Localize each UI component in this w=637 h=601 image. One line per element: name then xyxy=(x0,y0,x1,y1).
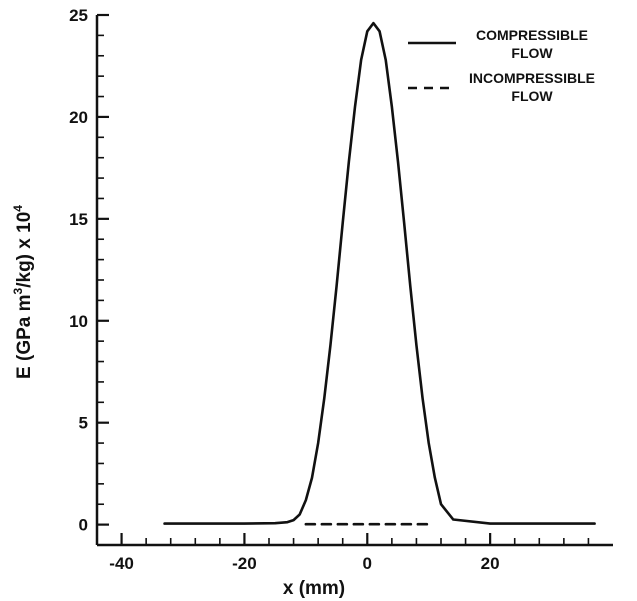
x-tick-label: -20 xyxy=(232,554,257,573)
y-axis-title-superscript-1: 3 xyxy=(11,287,25,294)
x-tick-labels: -40 -20 0 20 xyxy=(109,554,499,573)
legend-label-compressible-line1: COMPRESSIBLE xyxy=(476,27,588,43)
x-tick-label: -40 xyxy=(109,554,134,573)
y-tick-label: 0 xyxy=(79,516,88,535)
legend-label-compressible-line2: FLOW xyxy=(511,45,553,61)
legend: COMPRESSIBLE FLOW INCOMPRESSIBLE FLOW xyxy=(408,27,595,104)
y-tick-labels: 0 5 10 15 20 25 xyxy=(69,6,88,535)
y-tick-label: 15 xyxy=(69,210,88,229)
y-tick-label: 25 xyxy=(69,6,88,25)
legend-label-incompressible-line2: FLOW xyxy=(511,88,553,104)
x-axis-title: x (mm) xyxy=(283,578,345,599)
y-tick-label: 10 xyxy=(69,312,88,331)
y-axis-title-part-2: /kg) x 10 xyxy=(14,212,35,288)
series-layer xyxy=(163,21,596,526)
x-tick-label: 0 xyxy=(363,554,372,573)
y-axis-title: E (GPa m3/kg) x 104 xyxy=(11,205,35,379)
y-tick-label: 5 xyxy=(79,414,88,433)
series-line-compressible xyxy=(163,21,596,525)
minor-ticks xyxy=(96,13,590,546)
y-axis-title-part-1: E (GPa m xyxy=(14,294,35,378)
y-tick-label: 20 xyxy=(69,108,88,127)
y-axis-title-superscript-2: 4 xyxy=(11,205,25,212)
x-tick-label: 20 xyxy=(481,554,500,573)
legend-label-incompressible-line1: INCOMPRESSIBLE xyxy=(469,70,595,86)
